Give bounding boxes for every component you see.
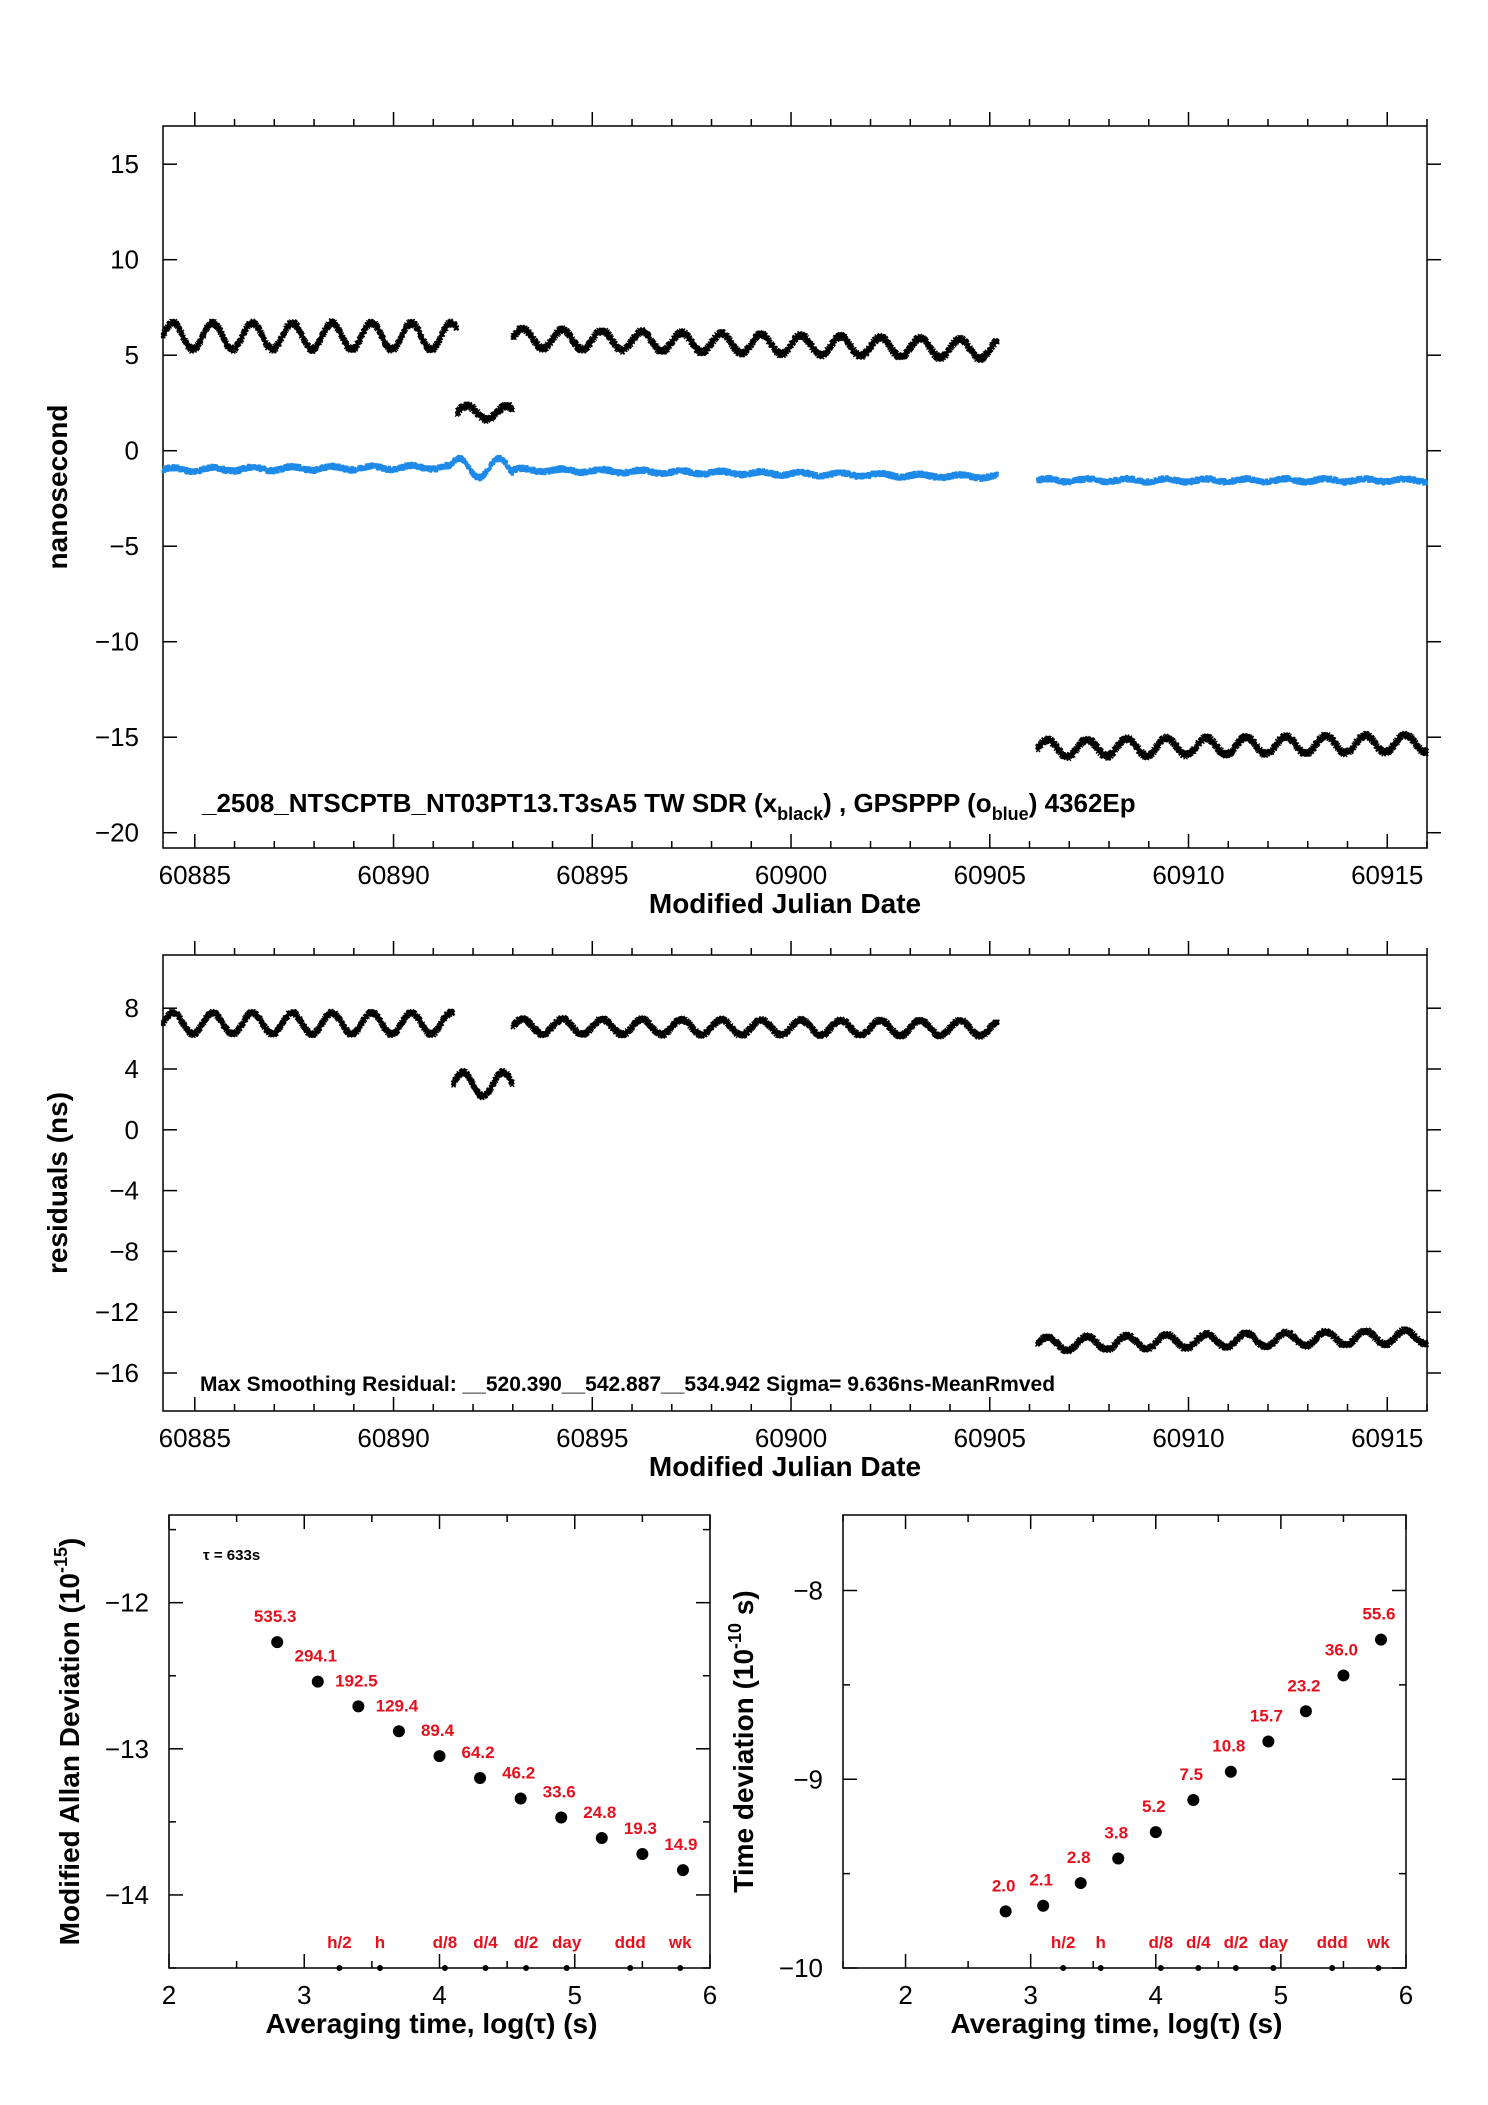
x-tick-label: 60885 bbox=[159, 860, 231, 890]
x-axis-title: Modified Julian Date bbox=[649, 888, 921, 919]
data-point bbox=[509, 407, 515, 413]
data-point bbox=[318, 337, 324, 343]
series-tw-sdr bbox=[160, 318, 1430, 762]
series-gpsppp bbox=[161, 454, 1429, 486]
x-tick-label: 60910 bbox=[1152, 860, 1224, 890]
y-tick-label: −20 bbox=[95, 818, 139, 848]
x-tick-label: 60905 bbox=[954, 860, 1026, 890]
y-tick-label: 15 bbox=[110, 149, 139, 179]
data-point bbox=[488, 466, 492, 470]
data-point bbox=[438, 335, 444, 341]
y-axis-title: nanosecond bbox=[42, 405, 73, 570]
data-point bbox=[298, 463, 302, 467]
x-tick-label: 60900 bbox=[755, 860, 827, 890]
y-tick-label: −15 bbox=[95, 722, 139, 752]
y-tick-label: −5 bbox=[109, 531, 139, 561]
data-point bbox=[276, 469, 280, 473]
data-point bbox=[504, 460, 508, 464]
data-point bbox=[162, 331, 168, 336]
y-tick-label: 10 bbox=[110, 245, 139, 275]
time-series-panel-1: 60885 60890 60895 60900 60905 60910 60915 15 10 5… bbox=[42, 112, 1441, 919]
y-tick-label: −10 bbox=[95, 627, 139, 657]
data-point bbox=[492, 461, 496, 465]
x-tick-label: 60915 bbox=[1351, 860, 1423, 890]
y-tick-label: 0 bbox=[125, 436, 139, 466]
plot-frame bbox=[162, 125, 1428, 849]
data-point bbox=[510, 472, 514, 476]
data-point bbox=[419, 333, 425, 339]
y-tick-label: 5 bbox=[125, 340, 139, 370]
data-point bbox=[218, 327, 224, 333]
x-tick-label: 60890 bbox=[357, 860, 429, 890]
data-point bbox=[295, 323, 301, 328]
data-point bbox=[454, 325, 460, 331]
x-tick-label: 60895 bbox=[556, 860, 628, 890]
data-point bbox=[361, 329, 367, 335]
